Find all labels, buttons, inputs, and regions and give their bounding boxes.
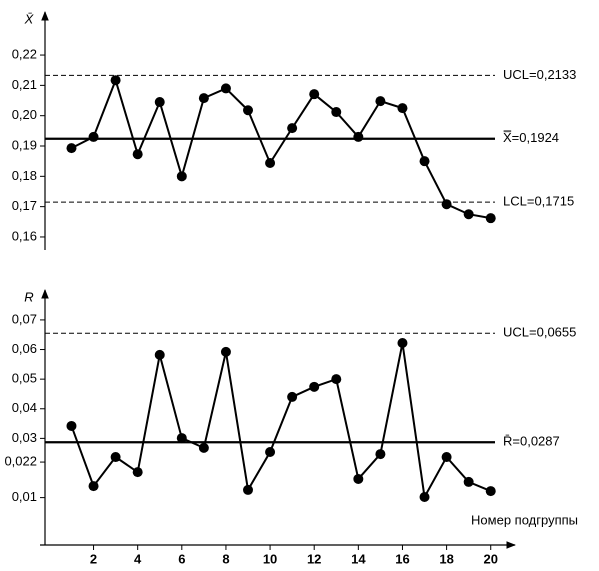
- data-line: [71, 77, 491, 220]
- data-point: [220, 346, 231, 357]
- data-point: [353, 131, 364, 142]
- y-tick-label: 0,04: [12, 400, 37, 415]
- data-point: [132, 467, 143, 478]
- data-point: [198, 442, 209, 453]
- data-point: [309, 89, 320, 100]
- x-tick-label: 10: [263, 551, 277, 566]
- data-point: [132, 149, 143, 160]
- y-tick-label: 0,17: [12, 198, 37, 213]
- x-tick-label: 6: [178, 551, 185, 566]
- data-point: [265, 447, 276, 458]
- control-line-label: X̿=0,1924: [503, 130, 559, 145]
- y-tick-label: 0,22: [12, 46, 37, 61]
- y-tick-label: 0,03: [12, 430, 37, 445]
- y-tick-label: 0,022: [4, 454, 37, 469]
- control-line-label: UCL=0,2133: [503, 67, 576, 82]
- data-point: [463, 476, 474, 487]
- control-line-label: UCL=0,0655: [503, 325, 576, 340]
- y-tick-label: 0,20: [12, 107, 37, 122]
- x-tick-label: 12: [307, 551, 321, 566]
- y-axis-label: R: [24, 289, 33, 304]
- data-point: [88, 131, 99, 142]
- data-point: [66, 143, 77, 154]
- data-point: [243, 105, 254, 116]
- data-point: [485, 486, 496, 497]
- data-point: [110, 452, 121, 463]
- y-tick-label: 0,18: [12, 168, 37, 183]
- y-tick-label: 0,07: [12, 311, 37, 326]
- data-point: [265, 157, 276, 168]
- data-line: [70, 342, 492, 501]
- data-point: [331, 374, 342, 385]
- x-tick-label: 8: [222, 551, 229, 566]
- data-point: [375, 96, 386, 107]
- y-tick-label: 0,01: [12, 489, 37, 504]
- data-point: [441, 452, 452, 463]
- data-point: [331, 107, 342, 118]
- data-point: [220, 83, 231, 94]
- data-point: [287, 123, 298, 134]
- data-point: [154, 349, 165, 360]
- data-point: [110, 75, 121, 86]
- x-axis-label: Номер подгруппы: [471, 512, 578, 527]
- data-point: [375, 449, 386, 460]
- control-line-label: LCL=0,1715: [503, 194, 574, 209]
- y-axis-label: X̄: [24, 11, 35, 26]
- control-line-label: R̄=0,0287: [503, 434, 560, 449]
- data-point: [287, 391, 298, 402]
- x-tick-label: 4: [134, 551, 142, 566]
- data-point: [66, 420, 77, 431]
- y-tick-label: 0,06: [12, 341, 37, 356]
- x-tick-label: 16: [395, 551, 409, 566]
- data-point: [176, 433, 187, 444]
- data-point: [397, 338, 408, 349]
- data-point: [243, 484, 254, 495]
- data-point: [353, 473, 364, 484]
- x-tick-label: 14: [351, 551, 366, 566]
- data-point: [176, 171, 187, 182]
- data-point: [88, 481, 99, 492]
- data-point: [419, 156, 430, 167]
- data-point: [198, 93, 209, 104]
- x-tick-label: 20: [483, 551, 497, 566]
- data-point: [485, 213, 496, 224]
- x-tick-label: 18: [439, 551, 453, 566]
- data-point: [397, 103, 408, 114]
- data-point: [154, 97, 165, 108]
- x-tick-label: 2: [90, 551, 97, 566]
- y-tick-label: 0,16: [12, 228, 37, 243]
- data-point: [419, 492, 430, 503]
- data-point: [309, 381, 320, 392]
- data-point: [463, 209, 474, 220]
- y-tick-label: 0,19: [12, 137, 37, 152]
- y-tick-label: 0,05: [12, 371, 37, 386]
- y-tick-label: 0,21: [12, 77, 37, 92]
- data-point: [441, 199, 452, 210]
